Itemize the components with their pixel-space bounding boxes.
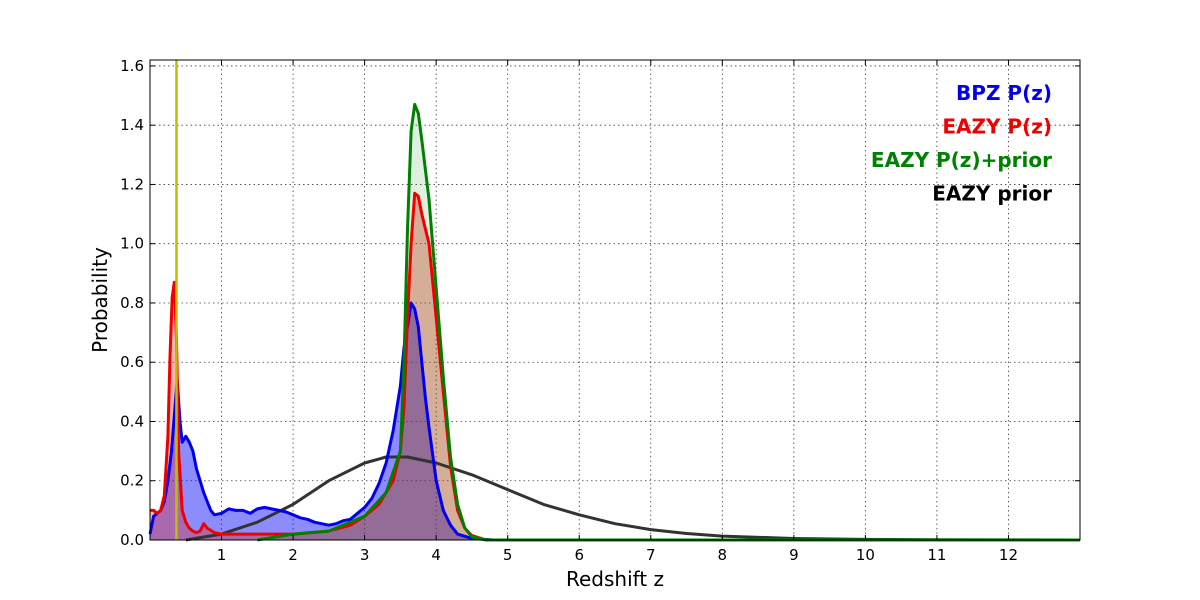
x-tick-label: 4 — [431, 546, 441, 564]
bpz-p-z-fill — [150, 303, 1080, 540]
legend: BPZ P(z) EAZY P(z) EAZY P(z)+prior EAZY pri… — [871, 81, 1052, 206]
grid — [150, 60, 1080, 541]
legend-entry-eazy-prior: EAZY prior — [932, 182, 1052, 206]
x-tick-label: 8 — [718, 546, 728, 564]
eazy-p-z-prior-fill — [257, 104, 1080, 541]
ticks — [150, 60, 1080, 541]
x-tick-label: 5 — [503, 546, 513, 564]
x-tick-label: 9 — [789, 546, 799, 564]
y-tick-label: 1.6 — [120, 57, 144, 75]
x-tick-label: 11 — [927, 546, 946, 564]
legend-entry-eazy-p-z: EAZY P(z) — [942, 115, 1052, 139]
y-tick-label: 0.2 — [120, 472, 144, 490]
eazy-p-z-line — [150, 191, 1080, 542]
x-tick-label: 10 — [856, 546, 875, 564]
y-tick-label: 1.0 — [120, 235, 144, 253]
y-tick-label: 0.6 — [120, 353, 144, 371]
x-tick-label: 3 — [360, 546, 370, 564]
bpz-p-z-line — [148, 301, 1080, 542]
plot-frame — [149, 59, 1081, 541]
series-lines — [148, 102, 1081, 542]
tick-labels: 1 2 3 4 5 6 7 8 9 10 11 120.00.20.40.60.81.01.21.41… — [120, 57, 1018, 564]
series-fills — [150, 104, 1080, 541]
legend-entry-eazy-p-z-prior: EAZY P(z)+prior — [871, 148, 1052, 172]
y-tick-label: 0.0 — [120, 531, 144, 549]
y-tick-label: 0.8 — [120, 294, 144, 312]
y-tick-label: 1.2 — [120, 175, 144, 193]
eazy-p-z-fill — [150, 193, 1080, 541]
x-tick-label: 2 — [288, 546, 298, 564]
y-axis-label: Probability — [88, 247, 112, 353]
legend-entry-bpz-p-z: BPZ P(z) — [956, 81, 1052, 105]
y-tick-label: 1.4 — [120, 116, 144, 134]
x-tick-label: 6 — [574, 546, 584, 564]
x-tick-label: 12 — [999, 546, 1018, 564]
eazy-p-z-prior-line — [257, 102, 1080, 542]
x-tick-label: 1 — [217, 546, 227, 564]
x-axis-label: Redshift z — [566, 567, 664, 591]
y-tick-label: 0.4 — [120, 412, 144, 430]
x-tick-label: 7 — [646, 546, 656, 564]
